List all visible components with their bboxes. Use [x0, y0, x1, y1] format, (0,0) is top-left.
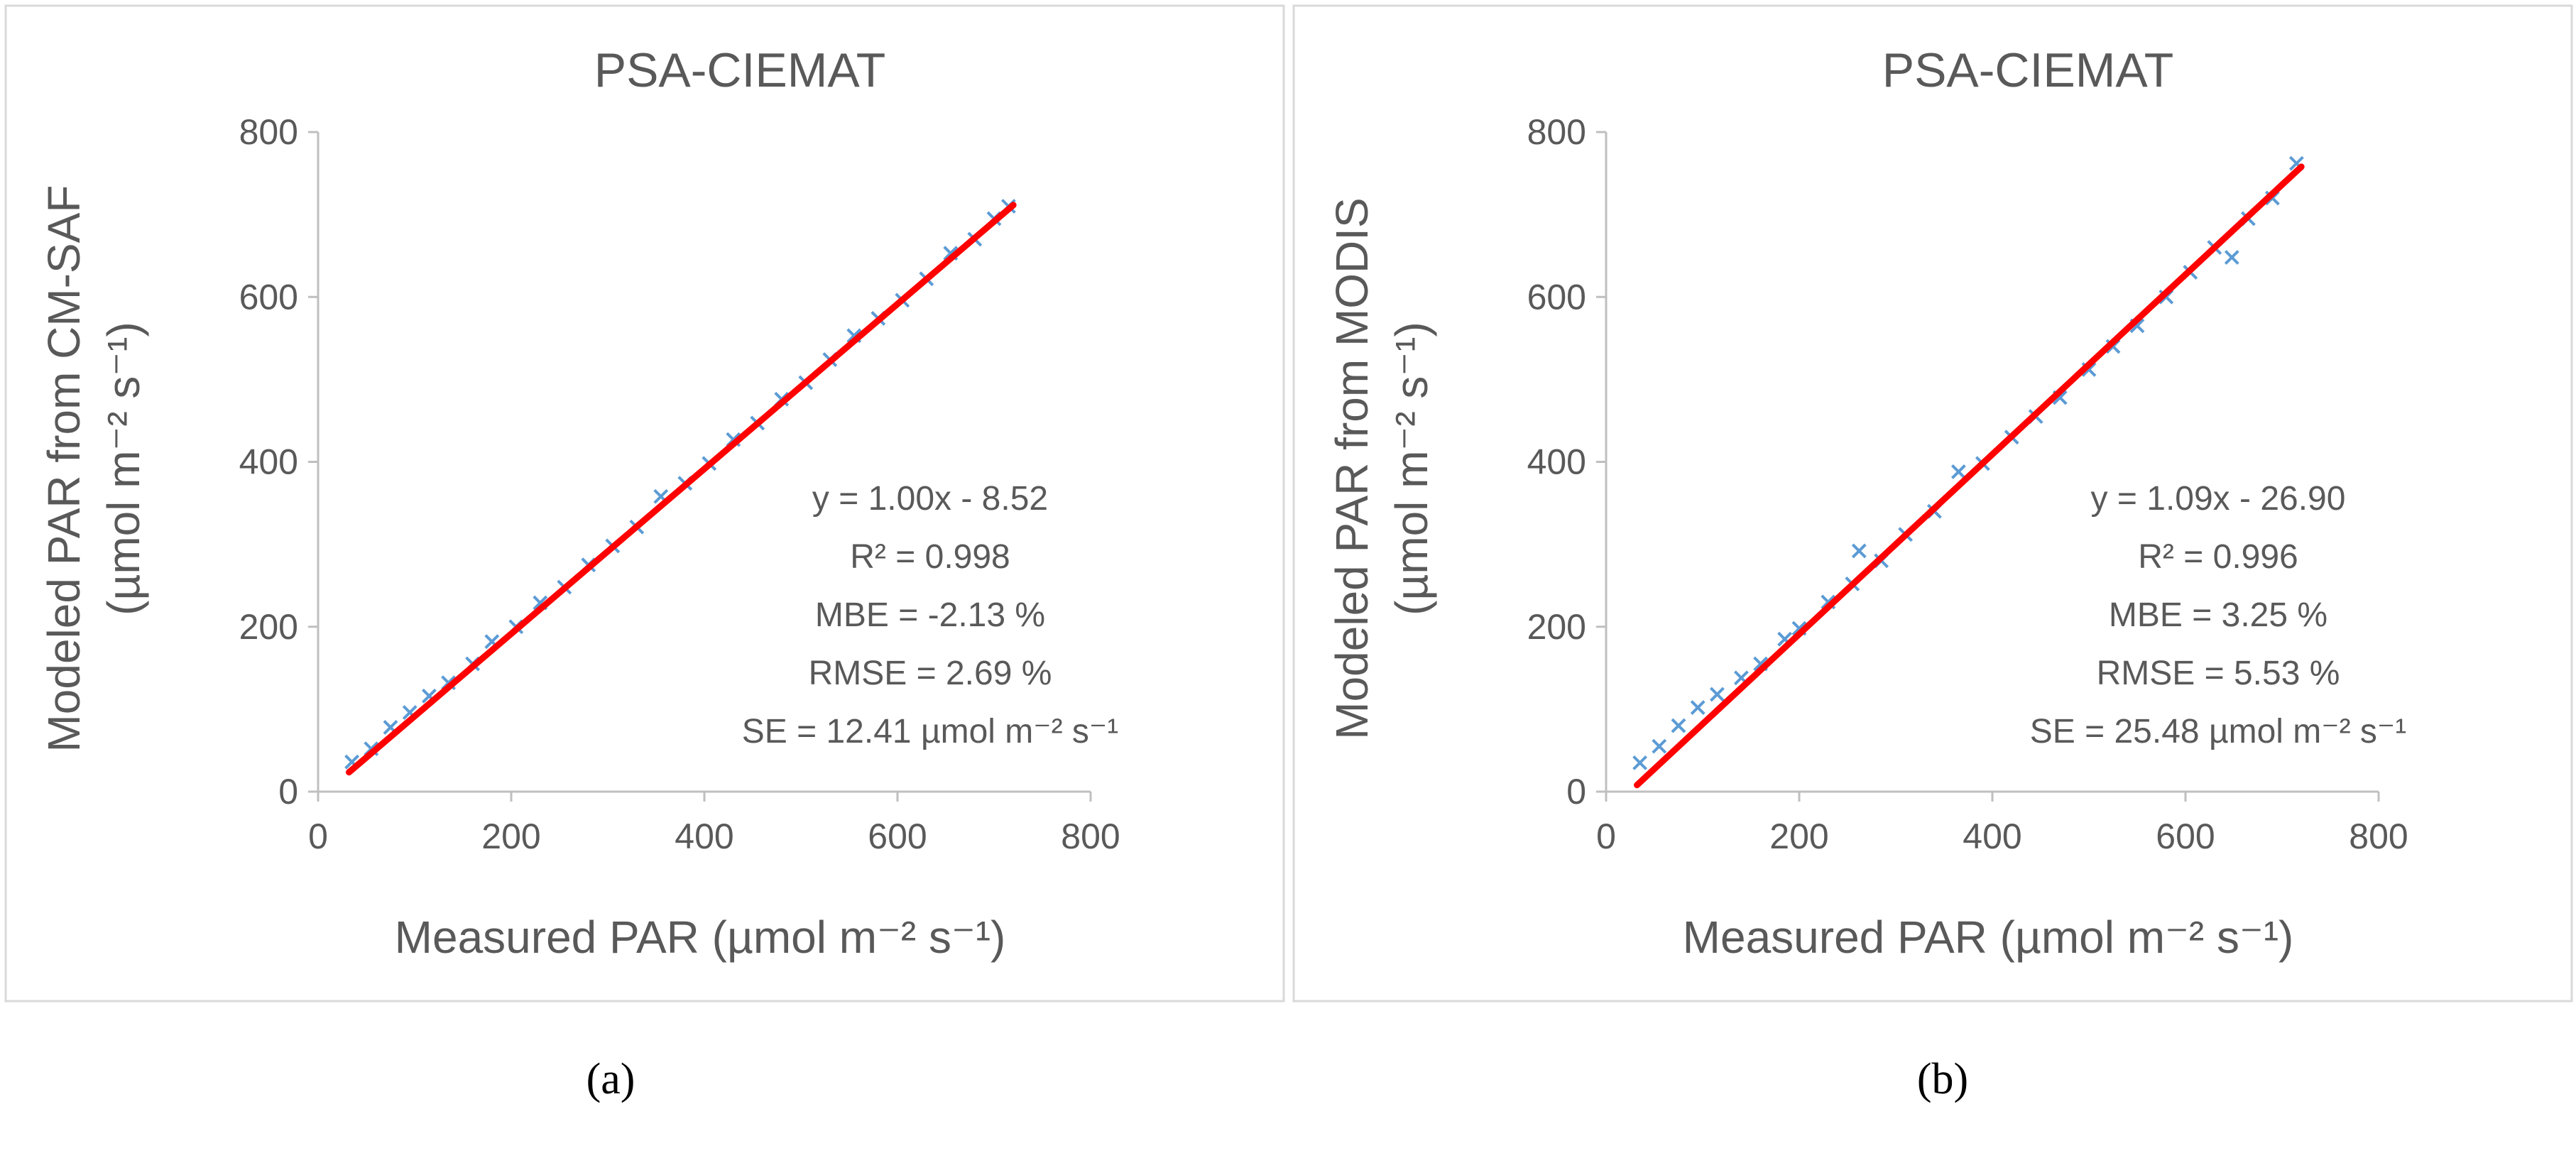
y-axis-title-line1: Modeled PAR from CM-SAF: [38, 185, 89, 753]
data-point-stroke: [383, 720, 398, 735]
data-point-stroke: [1671, 718, 1686, 733]
y-tick-label: 0: [278, 772, 298, 812]
regression-annotation: y = 1.09x - 26.90 R² = 0.996 MBE = 3.25 …: [2030, 480, 2406, 750]
data-point-stroke: [1753, 656, 1769, 672]
data-point-stroke: [2081, 362, 2097, 377]
data-point-stroke: [402, 705, 417, 720]
trendline: [1634, 163, 2305, 789]
chart-border: [4, 4, 1285, 1003]
x-axis-title: Measured PAR (µmol m⁻² s⁻¹): [395, 912, 1006, 963]
x-tick-label: 800: [2349, 816, 2408, 856]
y-tick-label: 200: [239, 607, 298, 647]
data-point-stroke: [2288, 155, 2304, 171]
scatter-chart-modis: PSA-CIEMAT Modeled PAR from MODIS (µmol …: [1292, 4, 2573, 1003]
x-tick-label: 600: [868, 816, 927, 856]
data-point: [1950, 464, 1966, 479]
x-tick-label: 600: [2156, 816, 2215, 856]
y-tick-label: 800: [1527, 112, 1586, 152]
x-tick-label: 200: [481, 816, 540, 856]
chart-panel-b: PSA-CIEMAT Modeled PAR from MODIS (µmol …: [1288, 0, 2576, 1158]
scatter-chart-cmsaf: PSA-CIEMAT Modeled PAR from CM-SAF (µmol…: [4, 4, 1285, 1003]
data-point-stroke: [1821, 594, 1836, 610]
tick-labels: 0 200 400 600 800 0 200 400 600 800: [239, 112, 1120, 856]
data-point-stroke: [421, 688, 437, 704]
data-point-stroke: [1632, 755, 1648, 770]
x-tick-label: 400: [675, 816, 733, 856]
se-text: SE = 25.48 µmol m⁻² s⁻¹: [2030, 713, 2406, 750]
data-point: [1709, 687, 1725, 702]
data-point-stroke: [2052, 390, 2068, 405]
data-point-stroke: [1777, 631, 1793, 647]
data-point: [1671, 718, 1686, 733]
data-point-stroke: [484, 634, 500, 650]
y-tick-label: 400: [1527, 442, 1586, 482]
equation-text: y = 1.00x - 8.52: [812, 480, 1048, 518]
data-point-stroke: [1733, 670, 1749, 686]
y-axis-title: Modeled PAR from CM-SAF (µmol m⁻² s⁻¹): [38, 185, 149, 753]
x-tick-label: 200: [1769, 816, 1828, 856]
y-axis-title: Modeled PAR from MODIS (µmol m⁻² s⁻¹): [1326, 197, 1437, 739]
equation-text: y = 1.09x - 26.90: [2091, 480, 2346, 518]
tick-labels: 0 200 400 600 800 0 200 400 600 800: [1527, 112, 2408, 856]
data-point-stroke: [943, 246, 959, 261]
data-point-stroke: [1690, 700, 1705, 715]
r2-text: R² = 0.996: [2138, 538, 2298, 576]
data-point-stroke: [1709, 687, 1725, 702]
data-point: [1851, 543, 1867, 559]
r2-text: R² = 0.998: [850, 538, 1010, 576]
data-point: [1652, 738, 1667, 754]
data-point: [1632, 755, 1648, 770]
x-tick-label: 0: [308, 816, 328, 856]
x-tick-label: 0: [1596, 816, 1616, 856]
y-tick-label: 600: [239, 277, 298, 317]
rmse-text: RMSE = 2.69 %: [809, 655, 1052, 692]
subfigure-label-b: (b): [1916, 1055, 1969, 1103]
data-point: [2224, 250, 2239, 265]
data-point-stroke: [1791, 621, 1807, 636]
trendline: [346, 202, 1017, 776]
data-point-stroke: [653, 488, 669, 504]
y-axis-title-line2: (µmol m⁻² s⁻¹): [98, 322, 149, 616]
trendline-line: [1634, 163, 2305, 789]
axes: [1596, 131, 2380, 802]
data-point: [1690, 700, 1705, 715]
rmse-text: RMSE = 5.53 %: [2097, 655, 2340, 692]
mbe-text: MBE = -2.13 %: [815, 596, 1045, 634]
x-tick-label: 400: [1963, 816, 2021, 856]
data-point-stroke: [846, 328, 862, 344]
trendline-line: [346, 202, 1017, 776]
data-point-stroke: [2224, 250, 2239, 265]
x-tick-label: 800: [1061, 816, 1120, 856]
data-point-stroke: [1652, 738, 1667, 754]
se-text: SE = 12.41 µmol m⁻² s⁻¹: [742, 713, 1118, 750]
subfigure-label-a: (a): [586, 1055, 635, 1103]
y-tick-label: 400: [239, 442, 298, 482]
y-axis-title-line2: (µmol m⁻² s⁻¹): [1386, 322, 1437, 616]
x-axis-title: Measured PAR (µmol m⁻² s⁻¹): [1683, 912, 2294, 963]
y-tick-label: 600: [1527, 277, 1586, 317]
chart-border: [1292, 4, 2573, 1003]
chart-title: PSA-CIEMAT: [1882, 43, 2174, 97]
axes: [308, 131, 1092, 802]
chart-panel-a: PSA-CIEMAT Modeled PAR from CM-SAF (µmol…: [4, 4, 1285, 1003]
y-tick-label: 800: [239, 112, 298, 152]
data-point-stroke: [1950, 464, 1966, 479]
data-point-stroke: [2129, 318, 2145, 334]
y-tick-label: 0: [1566, 772, 1586, 812]
data-point-stroke: [344, 754, 360, 770]
regression-annotation: y = 1.00x - 8.52 R² = 0.998 MBE = -2.13 …: [742, 480, 1118, 750]
data-point-stroke: [533, 595, 548, 611]
y-tick-label: 200: [1527, 607, 1586, 647]
y-axis-title-line1: Modeled PAR from MODIS: [1326, 197, 1377, 739]
chart-title: PSA-CIEMAT: [594, 43, 886, 97]
mbe-text: MBE = 3.25 %: [2109, 596, 2327, 634]
data-point-stroke: [1851, 543, 1867, 559]
